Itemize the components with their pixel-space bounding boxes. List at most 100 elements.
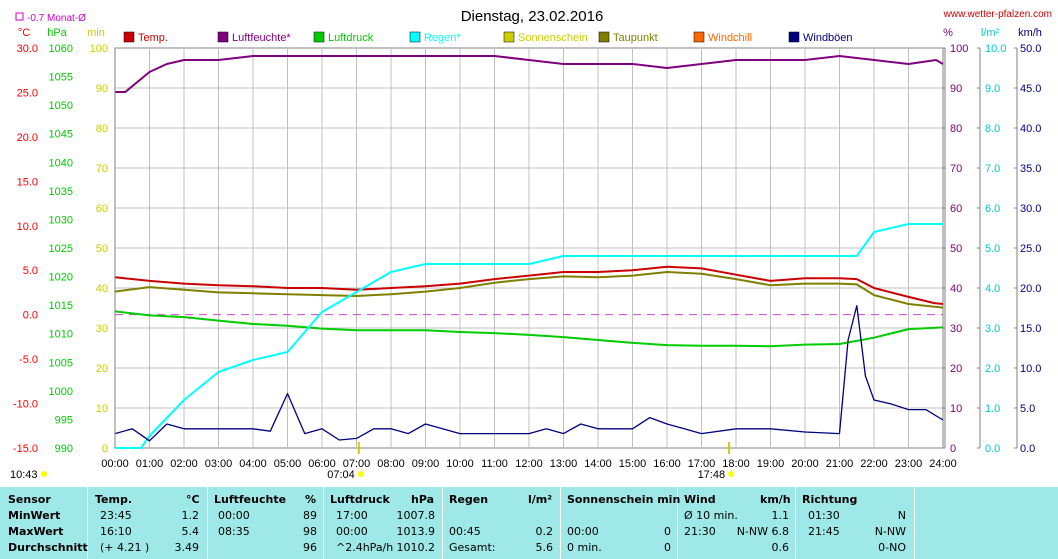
wind-tick-label: 0.0 xyxy=(1020,443,1035,455)
stats-cell-sun-time: 0 min. xyxy=(567,541,602,554)
temp-tick-label: 25.0 xyxy=(17,87,38,99)
chart-title: Dienstag, 23.02.2016 xyxy=(461,8,604,25)
humidity-tick-label: 90 xyxy=(950,83,962,95)
pressure-tick-label: 1055 xyxy=(49,72,73,84)
hdr-sunshine: Sonnenschein min xyxy=(567,493,681,506)
legend-label: Luftdruck xyxy=(328,32,374,44)
stats-cell-temp-time: 16:10 xyxy=(100,525,132,538)
hdr-humidity: Luftfeuchte xyxy=(214,493,287,506)
temp-tick-label: -15.0 xyxy=(13,443,38,455)
pressure-tick-label: 995 xyxy=(55,414,73,426)
hdr-pressure-unit: hPa xyxy=(411,493,435,506)
humidity-tick-label: 80 xyxy=(950,123,962,135)
stats-cell-dir: N xyxy=(897,509,906,522)
x-tick-label: 09:00 xyxy=(412,458,440,470)
sun-tick-label: 100 xyxy=(90,43,108,55)
stats-cell-dir-time: 21:45 xyxy=(808,525,840,538)
rain-tick-label: 10.0 xyxy=(985,43,1006,55)
temp-tick-label: -10.0 xyxy=(13,399,38,411)
legend-label: Taupunkt xyxy=(613,32,658,44)
rain-tick-label: 2.0 xyxy=(985,363,1000,375)
stats-cell-dir-time: 01:30 xyxy=(808,509,840,522)
temp-tick-label: 30.0 xyxy=(17,43,38,55)
stats-cell-temp-time: 23:45 xyxy=(100,509,132,522)
rain-tick-label: 3.0 xyxy=(985,323,1000,335)
rain-tick-label: 9.0 xyxy=(985,83,1000,95)
rain-tick-label: 4.0 xyxy=(985,283,1000,295)
humidity-tick-label: 20 xyxy=(950,363,962,375)
sun-tick-label: 20 xyxy=(96,363,108,375)
legend-swatch xyxy=(217,31,229,43)
stats-cell-rain-time: Gesamt: xyxy=(449,541,496,554)
x-tick-label: 06:00 xyxy=(308,458,336,470)
hdr-sensor: Sensor xyxy=(8,493,51,506)
stats-cell-wind-label: 21:30 xyxy=(684,525,716,538)
sun-tick-label: 90 xyxy=(96,83,108,95)
x-tick-label: 14:00 xyxy=(584,458,612,470)
hdr-wind-unit: km/h xyxy=(760,493,791,506)
rain-tick-label: 0.0 xyxy=(985,443,1000,455)
hdr-pressure: Luftdruck xyxy=(330,493,390,506)
hdr-rain: Regen xyxy=(449,493,489,506)
stats-cell-sun-time: 00:00 xyxy=(567,525,599,538)
x-tick-label: 00:00 xyxy=(101,458,129,470)
stats-cell-hum: 96 xyxy=(303,541,317,554)
wind-tick-label: 50.0 xyxy=(1020,43,1041,55)
x-tick-label: 01:00 xyxy=(136,458,164,470)
sun-tick-label: 0 xyxy=(102,443,108,455)
temp-tick-label: 0.0 xyxy=(23,310,38,322)
series-line-taupunkt xyxy=(114,271,944,309)
sun-unit-label: min xyxy=(87,27,105,39)
legend-label: Sonnenschein xyxy=(518,32,588,44)
hdr-wind: Wind xyxy=(684,493,716,506)
pressure-tick-label: 1035 xyxy=(49,186,73,198)
stats-row: Durchschnitt (+ 4.21 ) 3.49 96 ^2.4hPa/h 1010… xyxy=(0,541,1058,557)
series-line-regen xyxy=(115,223,943,449)
x-tick-label: 24:00 xyxy=(929,458,957,470)
pressure-tick-label: 1025 xyxy=(49,243,73,255)
hdr-temp: Temp. xyxy=(95,493,133,506)
temp-tick-label: -5.0 xyxy=(19,354,38,366)
wind-unit-label: km/h xyxy=(1018,27,1042,39)
humidity-tick-label: 60 xyxy=(950,203,962,215)
source-url: www.wetter-pfalzen.com xyxy=(943,9,1052,20)
stats-cell-rain: 0.2 xyxy=(535,525,554,538)
x-tick-label: 23:00 xyxy=(895,458,923,470)
pressure-unit-label: hPa xyxy=(47,27,67,39)
stats-cell-wind-label: Ø 10 min. xyxy=(684,509,738,522)
stats-cell-temp-time: (+ 4.21 ) xyxy=(100,541,150,554)
pressure-tick-label: 1010 xyxy=(49,329,73,341)
sun-tick-label: 60 xyxy=(96,203,108,215)
hdr-humidity-unit: % xyxy=(305,493,317,506)
legend-swatch xyxy=(788,31,800,43)
x-tick-label: 17:00 xyxy=(688,458,716,470)
legend-swatch xyxy=(693,31,705,43)
rain-tick-label: 6.0 xyxy=(985,203,1000,215)
hdr-temp-unit: °C xyxy=(186,493,200,506)
stats-cell-press-time: 00:00 xyxy=(336,525,368,538)
humidity-tick-label: 100 xyxy=(950,43,968,55)
stats-cell-dir: 0-NO xyxy=(878,541,906,554)
x-tick-label: 21:00 xyxy=(826,458,854,470)
legend-label: Regen* xyxy=(424,32,461,44)
legend-label: Windböen xyxy=(803,32,853,44)
stats-cell-hum: 89 xyxy=(303,509,317,522)
stats-cell-press: 1013.9 xyxy=(396,525,436,538)
x-tick-label: 04:00 xyxy=(239,458,267,470)
humidity-tick-label: 50 xyxy=(950,243,962,255)
weather-chart: 00:00 01:00 02:00 03:00 04:00 05:00 06:00 07:00… xyxy=(10,8,1052,481)
sun-tick-label: 30 xyxy=(96,323,108,335)
stats-cell-rain: 5.6 xyxy=(535,541,554,554)
stats-cell-temp: 1.2 xyxy=(181,509,200,522)
x-tick-label: 07:00 xyxy=(343,458,371,470)
sun-tick-label: 70 xyxy=(96,163,108,175)
series-line-luftdruck xyxy=(114,310,944,348)
stats-cell-temp: 5.4 xyxy=(181,525,200,538)
stats-cell-wind: 1.1 xyxy=(771,509,790,522)
x-tick-label: 19:00 xyxy=(757,458,785,470)
x-tick-label: 10:00 xyxy=(446,458,474,470)
stats-cell-sun: 0 xyxy=(664,525,671,538)
stats-cell-hum-time: 00:00 xyxy=(218,509,250,522)
moonrise-label: 10:43 xyxy=(10,469,38,481)
pressure-tick-label: 1020 xyxy=(49,272,73,284)
